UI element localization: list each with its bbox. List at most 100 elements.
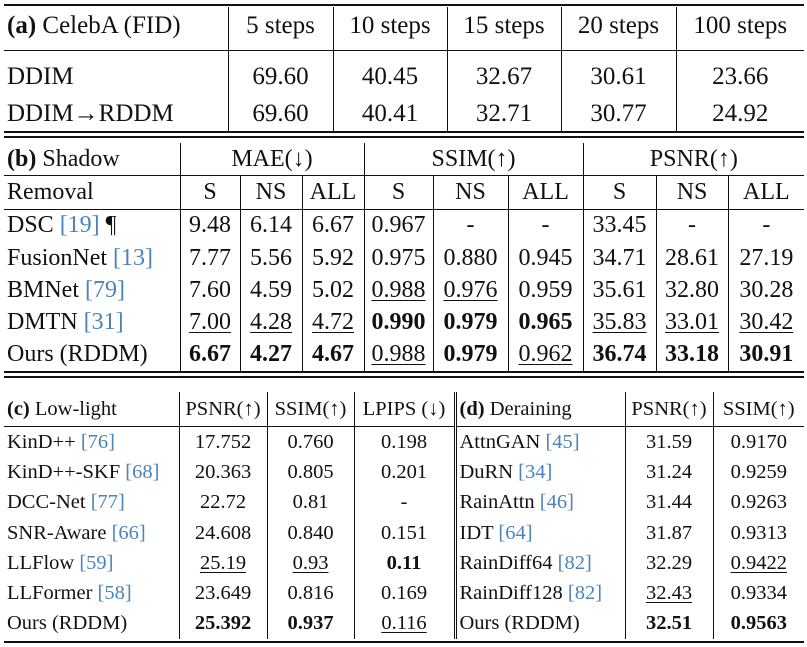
cell: 35.83 (582, 306, 657, 339)
citation-link[interactable]: [82] (557, 551, 592, 574)
table-a-top-rule (4, 4, 804, 6)
table-a-bottom-rule-2 (4, 136, 804, 138)
citation-link[interactable]: [31] (83, 309, 124, 336)
method-name: RainAttn [46] (453, 487, 625, 518)
method-name: Ours (RDDM) (7, 612, 128, 635)
cell: 31.87 (624, 517, 713, 549)
cell: 0.988 (363, 274, 434, 307)
table-b-bottom-rule-1 (4, 371, 804, 373)
cell: 9.48 (179, 209, 240, 242)
cell: 0.9259 (712, 457, 804, 488)
cell: 31.24 (624, 457, 713, 488)
cell: 0.151 (353, 517, 455, 549)
table-row: BMNet [79] 7.60 4.59 5.02 0.988 0.976 0.959 35.… (4, 274, 805, 307)
citation-link[interactable]: [82] (567, 582, 603, 605)
cell: 0.840 (266, 517, 354, 549)
citation-link[interactable]: [58] (97, 582, 132, 605)
citation-link[interactable]: [13] (113, 244, 153, 271)
table-c-col-header: PSNR(↑) (178, 392, 267, 427)
cell: 0.975 (363, 241, 434, 275)
cell: 0.11 (353, 548, 455, 579)
cell: 7.60 (179, 274, 240, 307)
table-b-bottom-rule-2 (4, 376, 804, 378)
cell: 30.77 (560, 95, 676, 132)
cell: 0.9334 (712, 578, 804, 609)
citation-link[interactable]: [19] (59, 212, 100, 239)
cell: 36.74 (582, 338, 657, 372)
method-name: DMTN [31] (7, 309, 124, 336)
cell: 6.67 (301, 209, 365, 242)
method-name: DuRN [34] (453, 457, 625, 488)
cell: 32.67 (446, 58, 561, 95)
cell: 4.72 (301, 306, 365, 339)
group-header-mae: MAE(↓) (179, 143, 365, 176)
table-b-shadow-removal: (b) Shadow MAE(↓) SSIM(↑) PSNR(↑) Remova… (4, 143, 805, 372)
cell: 0.959 (507, 274, 584, 307)
cell: 0.976 (432, 274, 509, 307)
cell: 0.116 (353, 608, 455, 640)
cell: 69.60 (227, 95, 333, 132)
cell: 69.60 (227, 58, 333, 95)
cell: 31.59 (624, 426, 713, 458)
cell: 32.51 (624, 608, 713, 640)
cell: 25.392 (178, 608, 267, 640)
citation-link[interactable]: [77] (90, 491, 125, 514)
cell: 40.45 (332, 58, 447, 95)
table-row: DSC [19] ¶ 9.48 6.14 6.67 0.967- -33.45- - (4, 209, 805, 242)
method-name: SNR-Aware [66] (7, 521, 146, 544)
method-name: BMNet [79] (7, 276, 125, 303)
subcol-header: S (363, 175, 434, 210)
cell: 0.979 (432, 306, 509, 339)
cell: 40.41 (332, 95, 447, 132)
subcol-header: NS (655, 175, 729, 210)
cell: 23.649 (178, 578, 267, 609)
cell: 25.19 (178, 548, 267, 579)
table-a-col-header: 15 steps (446, 7, 561, 44)
cell: 35.61 (582, 274, 657, 307)
method-name: IDT [64] (453, 517, 625, 549)
table-row: Ours (RDDM) 25.392 0.937 0.116 Ours (RDDM) 32… (4, 608, 804, 640)
cell: 4.67 (301, 338, 365, 372)
cell: 4.27 (239, 338, 302, 372)
table-row: DDIM→RDDM 69.60 40.41 32.71 30.77 24.92 (4, 95, 804, 132)
subcol-header: S (582, 175, 657, 210)
citation-link[interactable]: [64] (498, 521, 533, 544)
cell: 0.979 (432, 338, 509, 372)
cell: 0.760 (266, 426, 354, 458)
table-row: DCC-Net [77] 22.72 0.81- RainAttn [46] 31.44… (4, 487, 804, 518)
cell: 27.19 (727, 241, 805, 275)
citation-link[interactable]: [59] (79, 551, 114, 574)
table-cd-lowlight-deraining: (c) Low-light PSNR(↑) SSIM(↑) LPIPS (↓) … (4, 392, 804, 640)
cell: 0.9422 (712, 548, 804, 579)
cell: 24.92 (675, 95, 804, 132)
table-a-col-header: 10 steps (332, 7, 447, 44)
table-a-header-row: (a) CelebA (FID) 5 steps 10 steps 15 ste… (4, 7, 804, 44)
cell: 32.29 (624, 548, 713, 579)
group-header-ssim: SSIM(↑) (363, 143, 584, 176)
citation-link[interactable]: [45] (545, 430, 580, 453)
citation-link[interactable]: [46] (539, 491, 574, 514)
cell: 0.198 (353, 426, 455, 458)
table-row: KinD++-SKF [68] 20.363 0.805 0.201 DuRN [34]… (4, 457, 804, 488)
cell: 0.988 (363, 338, 434, 372)
cell: 0.937 (266, 608, 354, 640)
cell: 0.880 (432, 241, 509, 275)
subcol-header: NS (432, 175, 509, 210)
cell: - (655, 209, 729, 242)
citation-link[interactable]: [34] (518, 460, 553, 483)
citation-link[interactable]: [76] (80, 430, 115, 453)
citation-link[interactable]: [79] (85, 276, 125, 303)
table-a-header-rule (4, 50, 804, 51)
table-b-title: (b) Shadow (7, 145, 120, 172)
cell: 28.61 (655, 241, 729, 275)
citation-link[interactable]: [66] (111, 521, 146, 544)
method-name: Ours (RDDM) (453, 608, 625, 640)
table-a-col-header: 5 steps (227, 7, 333, 44)
cell: 32.71 (446, 95, 561, 132)
table-cd-header-row: (c) Low-light PSNR(↑) SSIM(↑) LPIPS (↓) … (4, 392, 804, 427)
cell: 32.80 (655, 274, 729, 307)
method-name: KinD++-SKF [68] (7, 460, 160, 483)
table-row: LLFormer [58] 23.649 0.816 0.169 RainDiff128… (4, 578, 804, 609)
citation-link[interactable]: [68] (125, 460, 160, 483)
method-name: DCC-Net [77] (7, 491, 125, 514)
